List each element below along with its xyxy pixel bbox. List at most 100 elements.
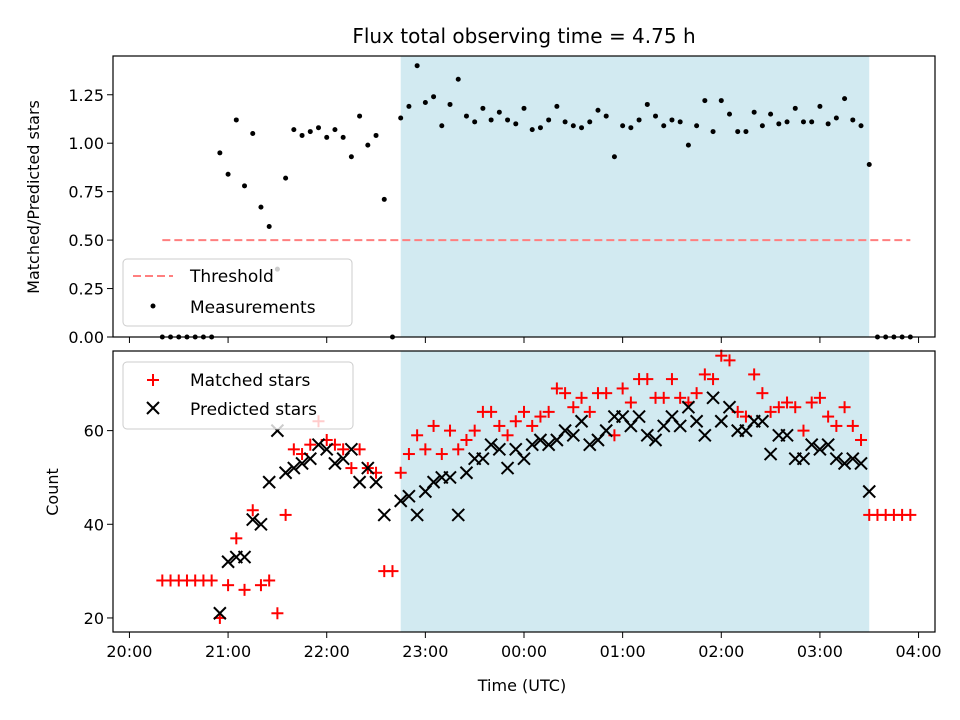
measurements-legend-marker <box>150 303 156 309</box>
predicted-star-point <box>846 452 860 466</box>
measurement-point <box>414 63 420 69</box>
measurement-point <box>809 119 815 125</box>
top-legend-box <box>122 258 353 327</box>
measurement-point <box>291 127 297 133</box>
top-panel: 0.00 0.25 0.50 0.75 1.00 1.25 Flux total obse… <box>24 24 936 347</box>
matched-star-point <box>419 443 432 456</box>
matched-star-point <box>813 391 826 404</box>
predicted-star-point <box>722 400 737 414</box>
predicted-star-point <box>813 442 827 457</box>
predicted-star-point <box>443 470 457 485</box>
bottom-x-ticks: 20:00 21:00 22:00 23:00 00:00 01:00 02:00 03:00… <box>106 632 942 661</box>
measurement-point <box>472 119 478 125</box>
matched-star-point <box>830 419 843 432</box>
predicted-star-point <box>295 456 309 471</box>
matched-star-point <box>748 368 761 381</box>
predicted-star-point <box>393 494 408 508</box>
measurement-point <box>653 113 659 119</box>
matched-star-point <box>304 438 317 451</box>
predicted-star-point <box>804 437 819 452</box>
measurement-point <box>357 113 363 119</box>
y-tick-label: 1.00 <box>68 134 104 153</box>
predicted-star-point <box>426 475 441 489</box>
matched-star-point <box>230 532 243 545</box>
matched-star-point <box>575 391 588 404</box>
predicted-star-point <box>377 508 391 522</box>
predicted-star-point <box>262 475 276 489</box>
measurement-point <box>422 100 428 106</box>
measurement-point <box>521 105 527 111</box>
measurement-point <box>266 224 272 230</box>
measurement-point <box>858 123 864 129</box>
measurement-point <box>431 94 437 100</box>
measurement-point <box>579 125 585 131</box>
predicted-star-point <box>221 555 235 569</box>
measurement-point <box>636 117 642 123</box>
matched-star-point <box>337 443 350 456</box>
measurement-point <box>340 134 346 140</box>
x-tick-label: 01:00 <box>600 642 646 661</box>
bottom-legend-box <box>122 361 354 430</box>
measurement-point <box>365 142 371 148</box>
predicted-star-point <box>574 414 589 428</box>
matched-star-point <box>501 429 514 442</box>
measurement-point <box>381 196 387 202</box>
measurement-point <box>850 117 856 123</box>
matched-star-point <box>427 419 440 432</box>
measurement-point <box>505 117 511 123</box>
matched-star-point <box>460 433 473 446</box>
threshold-legend-label: Threshold <box>189 267 274 287</box>
measurement-point <box>759 123 765 129</box>
x-tick-label: 22:00 <box>304 642 350 661</box>
measurement-point <box>217 150 223 156</box>
predicted-star-point <box>780 428 794 443</box>
measurement-point <box>751 109 757 115</box>
matched-star-point <box>690 387 703 400</box>
top-y-ticks: 0.00 0.25 0.50 0.75 1.00 1.25 <box>68 86 113 347</box>
top-window-shade <box>400 56 870 337</box>
predicted-star-point <box>213 606 227 620</box>
measurement-point <box>562 119 568 125</box>
predicted-star-point <box>558 423 572 438</box>
measurement-point <box>727 111 732 117</box>
matched-star-point <box>238 583 251 596</box>
matched-star-point <box>698 368 711 381</box>
measurement-points <box>159 63 913 340</box>
matched-star-point <box>559 387 572 400</box>
matched-star-point <box>518 405 530 418</box>
predicted-star-point <box>361 461 375 475</box>
measurement-point <box>833 115 839 121</box>
predicted-star-point <box>673 419 687 433</box>
predicted-star-point <box>476 452 490 466</box>
matched-star-point <box>583 405 596 418</box>
predicted-star-point <box>459 466 474 480</box>
measurement-point <box>694 123 700 129</box>
matched-star-point <box>838 401 851 414</box>
measurement-point <box>447 101 453 107</box>
bottom-y-axis-label: Count <box>43 468 62 516</box>
matched-star-point <box>287 443 300 456</box>
measurement-point <box>685 142 691 148</box>
measurement-point <box>842 96 848 102</box>
x-axis-label: Time (UTC) <box>477 676 566 695</box>
predicted-star-point <box>278 466 293 480</box>
matched-star-point <box>485 405 498 418</box>
matched-star-point <box>657 391 670 404</box>
measurement-point <box>702 98 708 104</box>
predicted-star-point <box>632 409 646 424</box>
predicted-star-point <box>862 484 876 499</box>
measurement-point <box>554 103 560 109</box>
predicted-star-point <box>500 461 515 475</box>
predicted-star-point <box>755 414 770 428</box>
bottom-window-shade <box>400 351 870 632</box>
matched-star-point <box>600 387 613 400</box>
predicted-star-point <box>599 423 613 438</box>
predicted-star-point <box>566 428 581 443</box>
matched-star-point <box>616 382 629 395</box>
measurement-point <box>225 171 231 177</box>
matched-star-point <box>394 466 407 479</box>
matched-star-point <box>674 391 687 404</box>
measurement-point <box>603 113 609 119</box>
matched-star-point <box>402 448 415 461</box>
